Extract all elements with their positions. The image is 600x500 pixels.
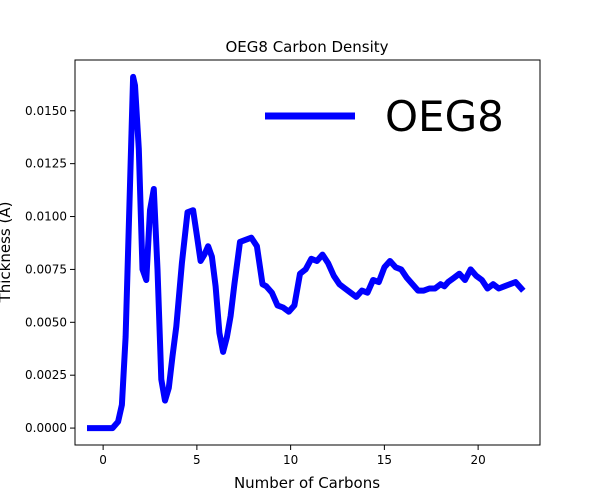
y-tick-label: 0.0075 [25, 262, 67, 276]
x-tick-label: 5 [193, 453, 201, 467]
x-tick-label: 20 [470, 453, 485, 467]
plot-area [87, 73, 526, 432]
x-tick-label: 0 [99, 453, 107, 467]
x-axis-title: Number of Carbons [234, 474, 380, 492]
plot-frame [74, 59, 541, 446]
x-tick-label: 10 [283, 453, 298, 467]
y-tick-label: 0.0000 [25, 421, 67, 435]
y-tick-label: 0.0050 [25, 315, 67, 329]
series-line-oeg8 [87, 73, 526, 432]
x-axis: 0 5 10 15 20 [99, 445, 486, 467]
y-tick-label: 0.0025 [25, 368, 67, 382]
y-axis-title: Thickness (Å) [0, 202, 14, 304]
legend: OEG8 [265, 92, 504, 141]
y-tick-label: 0.0125 [25, 157, 67, 171]
y-tick-label: 0.0100 [25, 210, 67, 224]
y-axis: 0.0000 0.0025 0.0050 0.0075 0.0100 0.0125 0.01… [25, 104, 75, 435]
legend-label-oeg8: OEG8 [385, 92, 504, 141]
chart-title: OEG8 Carbon Density [225, 38, 388, 56]
y-tick-label: 0.0150 [25, 104, 67, 118]
x-tick-label: 15 [377, 453, 392, 467]
